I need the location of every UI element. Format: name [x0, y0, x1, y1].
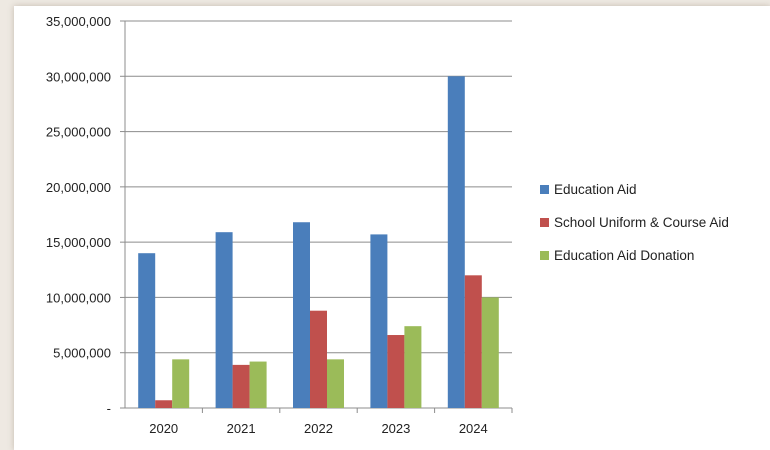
- bar: [327, 359, 344, 408]
- bar: [215, 232, 233, 408]
- legend-swatch: [540, 185, 549, 194]
- bar: [232, 364, 250, 408]
- bar: [481, 297, 499, 408]
- y-tick-label: 30,000,000: [46, 69, 111, 84]
- legend-label: Education Aid Donation: [554, 248, 694, 263]
- y-tick-label: 20,000,000: [46, 180, 111, 195]
- x-tick-label: 2022: [304, 421, 333, 436]
- bar: [370, 234, 388, 408]
- y-tick-label: 25,000,000: [46, 125, 111, 140]
- x-tick-label: 2020: [149, 421, 178, 436]
- x-tick-label: 2021: [227, 421, 256, 436]
- bar: [172, 359, 190, 408]
- y-tick-label: 10,000,000: [46, 290, 111, 305]
- bar: [387, 335, 405, 408]
- y-tick-label: 35,000,000: [46, 14, 111, 29]
- bar: [138, 253, 156, 408]
- bar: [464, 275, 482, 408]
- bar: [249, 361, 267, 408]
- legend-label: Education Aid: [554, 182, 637, 197]
- bar: [404, 326, 422, 408]
- bar: [293, 222, 310, 408]
- y-tick-label: -: [107, 401, 111, 416]
- x-tick-label: 2024: [459, 421, 488, 436]
- bar: [155, 400, 173, 408]
- y-tick-label: 5,000,000: [53, 346, 111, 361]
- bar: [447, 76, 465, 409]
- y-tick-label: 15,000,000: [46, 235, 111, 250]
- legend-label: School Uniform & Course Aid: [554, 215, 729, 230]
- legend-swatch: [540, 251, 549, 260]
- x-tick-label: 2023: [381, 421, 410, 436]
- legend-swatch: [540, 218, 549, 227]
- bar: [310, 310, 327, 408]
